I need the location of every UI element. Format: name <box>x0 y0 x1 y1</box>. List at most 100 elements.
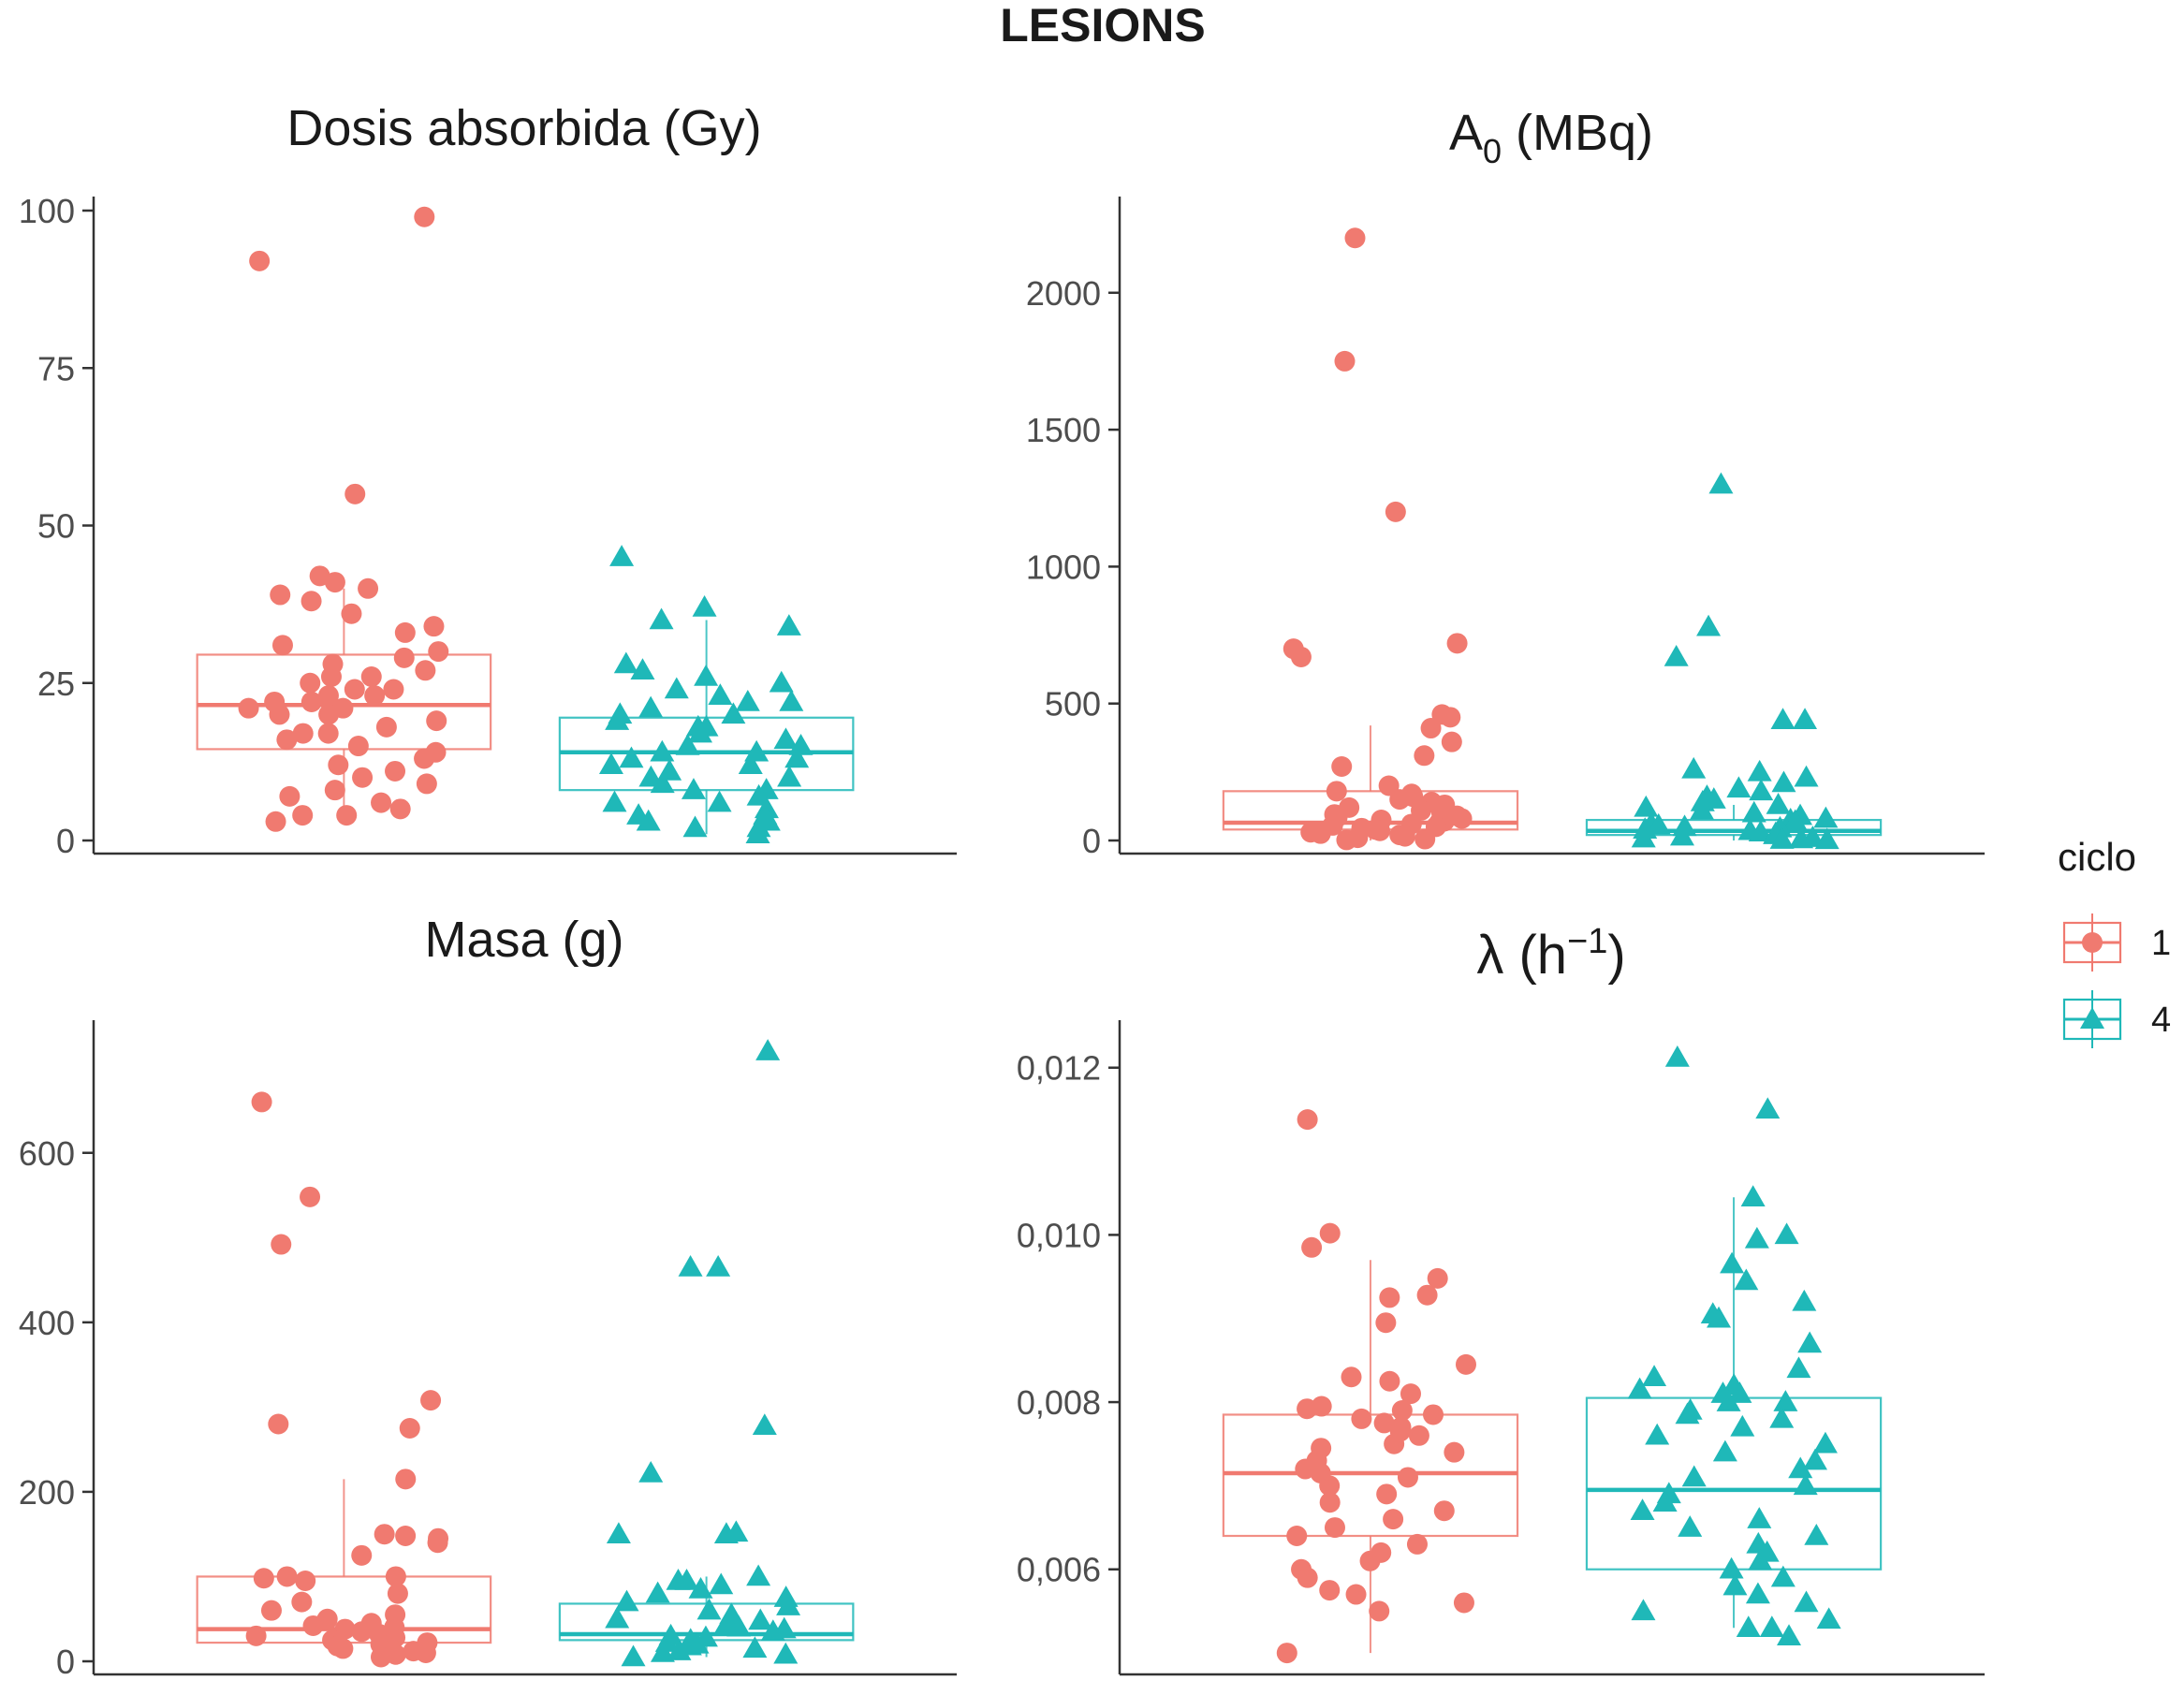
data-point <box>1276 1643 1297 1664</box>
data-point <box>745 822 770 844</box>
data-point <box>638 1461 664 1483</box>
data-point <box>265 811 286 832</box>
data-point <box>318 704 340 725</box>
data-point <box>1634 795 1659 817</box>
data-point <box>428 641 449 663</box>
data-point <box>769 670 794 693</box>
data-point <box>300 591 322 612</box>
data-point <box>374 1524 395 1545</box>
data-point <box>1427 1267 1448 1289</box>
data-point <box>1744 1226 1769 1249</box>
data-point <box>300 672 321 694</box>
data-point <box>1416 1284 1438 1306</box>
data-point <box>1389 789 1411 811</box>
data-point <box>1774 1222 1799 1245</box>
data-point <box>1319 1580 1341 1601</box>
data-point <box>1813 806 1839 828</box>
data-point <box>708 683 733 705</box>
data-point <box>1453 1592 1474 1614</box>
y-tick-label: 0,010 <box>1017 1216 1101 1254</box>
data-point <box>1669 824 1694 846</box>
data-point <box>1420 718 1442 739</box>
data-point <box>1370 820 1391 841</box>
legend-key-point <box>2082 932 2103 953</box>
data-point <box>1734 1268 1759 1291</box>
data-point <box>630 658 655 680</box>
data-point <box>1331 755 1353 777</box>
data-point <box>748 1608 773 1630</box>
data-point <box>1379 1370 1400 1392</box>
data-point <box>1792 1289 1817 1311</box>
data-point <box>1747 759 1772 782</box>
data-point <box>1379 1287 1400 1308</box>
data-point <box>351 1544 373 1566</box>
y-tick-label: 0,008 <box>1017 1383 1101 1422</box>
data-point <box>1769 827 1795 849</box>
data-point <box>1816 1607 1841 1629</box>
panel-title-a0-rest: (MBq) <box>1502 105 1653 161</box>
data-point <box>1297 1567 1318 1588</box>
data-point <box>1726 776 1752 798</box>
data-point <box>1341 1366 1362 1388</box>
data-point <box>1740 1185 1766 1206</box>
data-point <box>1782 809 1808 831</box>
y-tick-label: 2000 <box>1026 274 1101 313</box>
data-point <box>1440 707 1461 728</box>
data-point <box>269 704 290 725</box>
data-point <box>295 1570 316 1591</box>
data-point <box>399 1418 420 1439</box>
data-point <box>279 785 300 807</box>
legend-key-point <box>2080 1007 2104 1029</box>
series-1 <box>196 206 492 832</box>
data-point <box>276 1566 298 1587</box>
data-point <box>1804 1524 1829 1545</box>
data-point <box>1631 826 1656 848</box>
data-point <box>1690 797 1715 820</box>
data-point <box>344 483 366 504</box>
y-tick-label: 600 <box>19 1134 75 1173</box>
y-tick-label: 200 <box>19 1473 75 1512</box>
data-point <box>1297 1398 1318 1420</box>
data-point <box>1794 765 1819 787</box>
data-point <box>394 621 416 643</box>
data-point <box>253 1568 274 1589</box>
data-point <box>1716 1390 1741 1411</box>
data-point <box>602 790 627 812</box>
data-point <box>777 765 802 787</box>
data-point <box>344 679 365 700</box>
data-point <box>395 1469 417 1490</box>
data-point <box>1631 1599 1656 1621</box>
data-point <box>1745 1582 1770 1604</box>
data-point <box>1324 1517 1345 1539</box>
panels: 0255075100050010001500200002004006000,00… <box>19 192 1985 1681</box>
data-point <box>1708 472 1734 494</box>
data-point <box>1770 1565 1796 1587</box>
data-point <box>1681 756 1707 779</box>
data-point <box>1652 1490 1678 1512</box>
y-tick-label: 100 <box>19 192 75 230</box>
data-point <box>395 1526 417 1546</box>
data-point <box>667 1639 692 1660</box>
data-point <box>1344 227 1366 249</box>
data-point <box>638 695 664 718</box>
data-point <box>1777 1624 1802 1645</box>
data-point <box>681 778 706 799</box>
data-point <box>609 545 635 566</box>
data-point <box>1712 1439 1737 1462</box>
data-point <box>1397 1467 1418 1488</box>
data-point <box>292 723 314 744</box>
data-point <box>291 1591 313 1613</box>
data-point <box>706 1254 731 1277</box>
data-point <box>416 773 437 795</box>
data-point <box>1675 1402 1700 1425</box>
data-point <box>423 616 445 637</box>
data-point <box>760 1619 785 1642</box>
y-tick-label: 500 <box>1045 685 1101 723</box>
data-point <box>358 577 379 599</box>
data-point <box>414 748 435 769</box>
data-point <box>270 584 291 606</box>
data-point <box>666 1568 691 1590</box>
data-point <box>613 651 638 674</box>
data-point <box>341 603 362 624</box>
